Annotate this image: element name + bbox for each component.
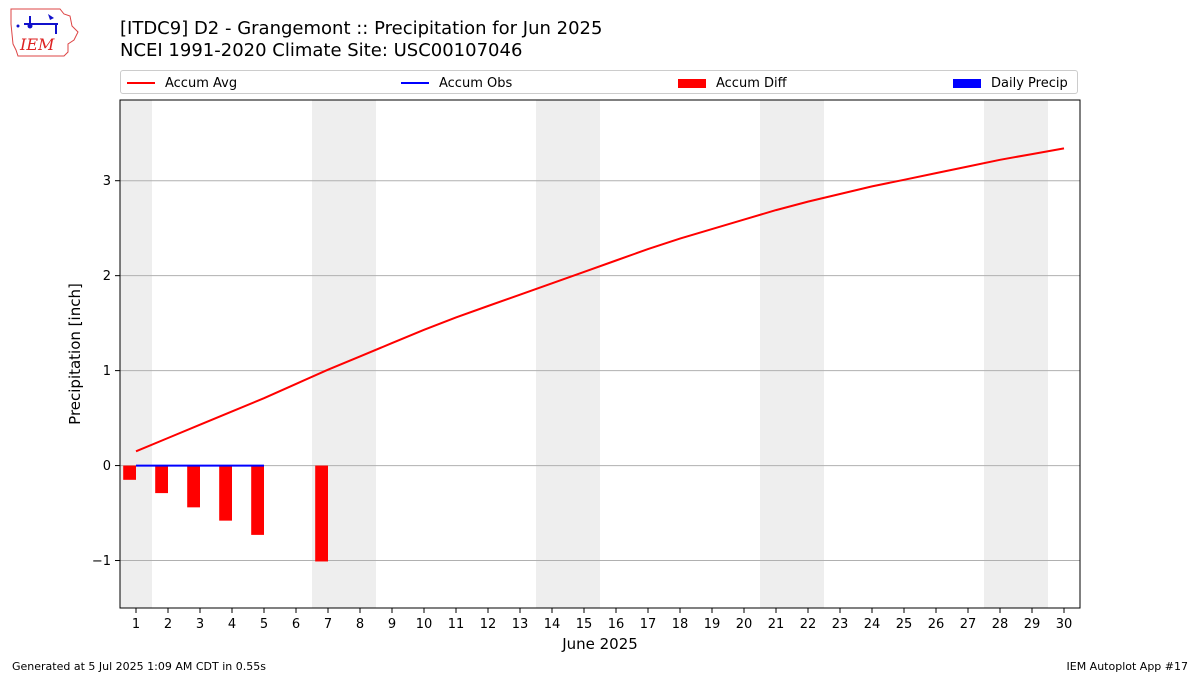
weekend-shade-3: [760, 100, 824, 608]
legend-swatch-daily-precip: [953, 78, 981, 88]
accum-diff-bar-3: [219, 465, 232, 521]
accum-diff-bar-4: [251, 465, 264, 535]
x-tick-label-24: 25: [896, 617, 913, 632]
x-tick-label-10: 11: [448, 617, 465, 632]
x-tick-label-4: 5: [260, 617, 268, 632]
x-tick-label-14: 15: [576, 617, 593, 632]
legend-label-daily-precip: Daily Precip: [991, 75, 1068, 91]
y-tick-label-3: 2: [103, 269, 111, 284]
x-tick-label-29: 30: [1056, 617, 1073, 632]
x-tick-label-11: 12: [480, 617, 497, 632]
x-tick-label-5: 6: [292, 617, 300, 632]
accum-diff-bar-0: [123, 465, 136, 480]
accum-diff-bar-1: [155, 465, 168, 494]
y-tick-label-0: −1: [92, 554, 111, 569]
accum-diff-bar-5: [315, 465, 328, 562]
x-tick-label-21: 22: [800, 617, 817, 632]
x-tick-label-18: 19: [704, 617, 721, 632]
x-tick-label-16: 17: [640, 617, 657, 632]
legend-swatch-accum-obs: [401, 82, 429, 84]
weekend-shade-4: [984, 100, 1048, 608]
iem-logo: IEM: [10, 8, 79, 57]
legend-item-accum-avg: Accum Avg: [127, 74, 237, 92]
x-axis-label: June 2025: [561, 635, 638, 653]
legend-item-accum-obs: Accum Obs: [401, 74, 512, 92]
x-tick-label-22: 23: [832, 617, 849, 632]
legend-swatch-accum-diff: [678, 78, 706, 88]
legend-item-accum-diff: Accum Diff: [678, 74, 787, 92]
x-tick-label-28: 29: [1024, 617, 1041, 632]
y-tick-label-2: 1: [103, 364, 111, 379]
x-tick-label-3: 4: [228, 617, 236, 632]
footer-generated: Generated at 5 Jul 2025 1:09 AM CDT in 0…: [12, 660, 266, 673]
x-tick-label-7: 8: [356, 617, 364, 632]
legend-item-daily-precip: Daily Precip: [953, 74, 1068, 92]
y-axis-label: Precipitation [inch]: [66, 283, 84, 425]
x-tick-label-0: 1: [132, 617, 140, 632]
x-tick-label-1: 2: [164, 617, 172, 632]
plot-frame: [119, 99, 1081, 609]
x-tick-label-26: 27: [960, 617, 977, 632]
x-tick-label-13: 14: [544, 617, 561, 632]
x-tick-label-6: 7: [324, 617, 332, 632]
x-tick-label-27: 28: [992, 617, 1009, 632]
x-tick-label-12: 13: [512, 617, 529, 632]
logo-text: IEM: [19, 35, 55, 54]
chart-title: [ITDC9] D2 - Grangemont :: Precipitation…: [120, 18, 603, 39]
x-tick-label-17: 18: [672, 617, 689, 632]
y-tick-label-4: 3: [103, 174, 111, 189]
x-tick-label-15: 16: [608, 617, 625, 632]
weekend-shade-2: [536, 100, 600, 608]
y-tick-label-1: 0: [103, 459, 111, 474]
legend: Accum Avg Accum Obs Accum Diff Daily Pre…: [120, 70, 1078, 94]
x-tick-label-9: 10: [416, 617, 433, 632]
x-tick-label-19: 20: [736, 617, 753, 632]
legend-swatch-accum-avg: [127, 82, 155, 84]
x-tick-label-2: 3: [196, 617, 204, 632]
x-tick-label-20: 21: [768, 617, 785, 632]
bars: [123, 465, 328, 562]
legend-label-accum-obs: Accum Obs: [439, 75, 513, 91]
footer-app: IEM Autoplot App #17: [1066, 660, 1189, 673]
accum-diff-bar-2: [187, 465, 200, 508]
x-tick-label-23: 24: [864, 617, 881, 632]
x-tick-label-25: 26: [928, 617, 945, 632]
weekend-shade-0: [120, 100, 152, 608]
series-lines: [135, 147, 1065, 467]
chart-subtitle: NCEI 1991-2020 Climate Site: USC00107046: [120, 40, 523, 61]
weekend-shading: [120, 100, 1048, 608]
accum-avg-line: [135, 147, 1065, 453]
legend-label-accum-avg: Accum Avg: [165, 75, 238, 91]
gridlines: [120, 180, 1080, 562]
x-tick-label-8: 9: [388, 617, 396, 632]
legend-label-accum-diff: Accum Diff: [716, 75, 787, 91]
